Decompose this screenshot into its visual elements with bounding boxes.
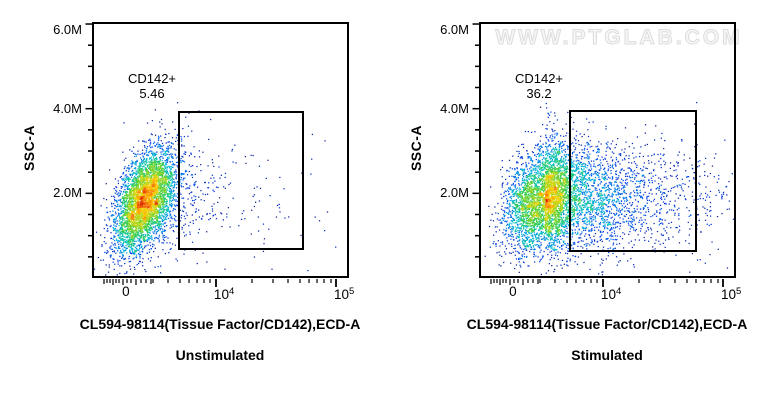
y-tick-label: 4.0M [53,100,82,116]
gate-rect [177,111,304,250]
gate-name: CD142+ [127,71,177,86]
gate-label: CD142+ 5.46 [128,71,176,101]
y-tick-label: 2.0M [53,185,82,201]
plot-frame [92,22,349,278]
panel-caption: Stimulated [571,347,643,363]
x-axis-label: CL594-98114(Tissue Factor/CD142),ECD-A [79,316,361,332]
x-tick-label: 0 [122,284,130,299]
y-tick-label: 2.0M [440,185,469,201]
y-axis-label: SSC-A [21,124,37,172]
plot-frame [479,22,736,278]
gate-name: CD142+ [514,71,564,86]
gate-rect [569,110,697,252]
y-axis-label: SSC-A [408,124,424,172]
scatter-canvas [387,0,774,401]
y-tick-label: 6.0M [440,22,469,38]
x-tick-label: 104 [213,286,235,302]
flow-panel-stimulated: WWW.PTGLAB.COM CD142+ 36.2 SSC-A 2.0M 4.0… [387,0,774,401]
gate-label: CD142+ 36.2 [515,71,563,101]
x-axis-label: CL594-98114(Tissue Factor/CD142),ECD-A [466,316,748,332]
gate-percent: 5.46 [139,86,165,101]
x-tick-label: 0 [509,284,517,299]
x-tick-label: 105 [720,286,742,302]
x-tick-label: 104 [600,286,622,302]
panel-caption: Unstimulated [175,347,265,363]
scatter-canvas [0,0,387,401]
x-tick-label: 105 [333,286,355,302]
y-tick-label: 6.0M [53,22,82,38]
gate-percent: 36.2 [526,86,552,101]
flow-panel-unstimulated: CD142+ 5.46 SSC-A 2.0M 4.0M 6.0M 0 104 105 C… [0,0,387,401]
y-tick-label: 4.0M [440,100,469,116]
